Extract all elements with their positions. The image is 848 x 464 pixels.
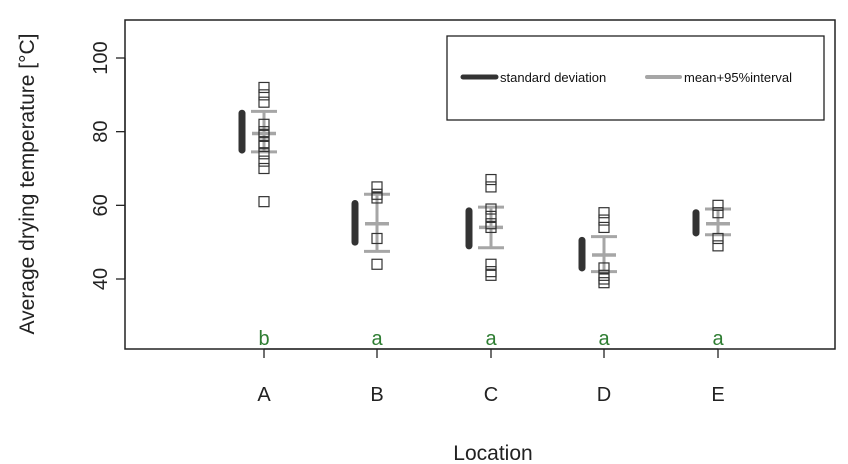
data-point [712,199,724,211]
y-tick-label: 100 [90,41,112,74]
x-tick-label: C [484,384,498,406]
data-point [485,181,497,193]
group-B: a [351,181,390,350]
data-point [598,214,610,226]
group-letter: a [485,328,497,350]
x-tick-label: A [257,384,271,406]
data-point [258,96,270,108]
data-point [485,266,497,278]
data-point [598,262,610,274]
group-A: b [238,81,277,350]
x-tick-label: E [711,384,724,406]
group-letter: a [712,328,724,350]
group-letter: b [258,328,269,350]
legend-label-sd: standard deviation [500,70,606,85]
x-tick-label: B [370,384,383,406]
data-point [258,140,270,152]
y-tick-label: 80 [90,121,112,143]
data-point [258,81,270,94]
group-letter: a [598,328,610,350]
data-point [258,162,270,175]
data-point [258,118,270,130]
x-axis-title: Location [453,442,532,464]
legend-box [446,35,825,121]
legend-label-ci: mean+95%interval [684,70,792,85]
x-axis: A B C D E [257,348,725,406]
data-point [485,210,497,222]
data-point [598,207,610,219]
data-point [258,89,270,101]
data-point [712,207,724,219]
group-D: a [578,207,617,350]
data-point [371,258,383,270]
group-letter: a [371,328,383,350]
data-point [371,192,383,204]
data-point [485,203,497,215]
data-point [258,148,270,160]
data-point [371,181,383,193]
data-point [712,240,724,252]
data-point [598,221,610,234]
data-point [485,258,497,270]
data-point [371,232,383,245]
data-point [485,269,497,281]
y-axis: 40 60 80 100 [90,41,126,290]
data-point [485,221,497,234]
y-axis-title: Average drying temperature [°C] [16,34,39,335]
data-point [258,129,270,141]
data-point [258,155,270,167]
data-point [485,173,497,186]
legend: standard deviation mean+95%interval [446,35,825,121]
group-E: a [692,199,731,350]
data-point [598,273,610,285]
data-point [598,277,610,289]
data-point [258,196,270,208]
group-C: a [465,173,504,350]
x-tick-label: D [597,384,611,406]
y-tick-label: 40 [90,268,112,290]
data-point [712,232,724,245]
y-tick-label: 60 [90,194,112,216]
